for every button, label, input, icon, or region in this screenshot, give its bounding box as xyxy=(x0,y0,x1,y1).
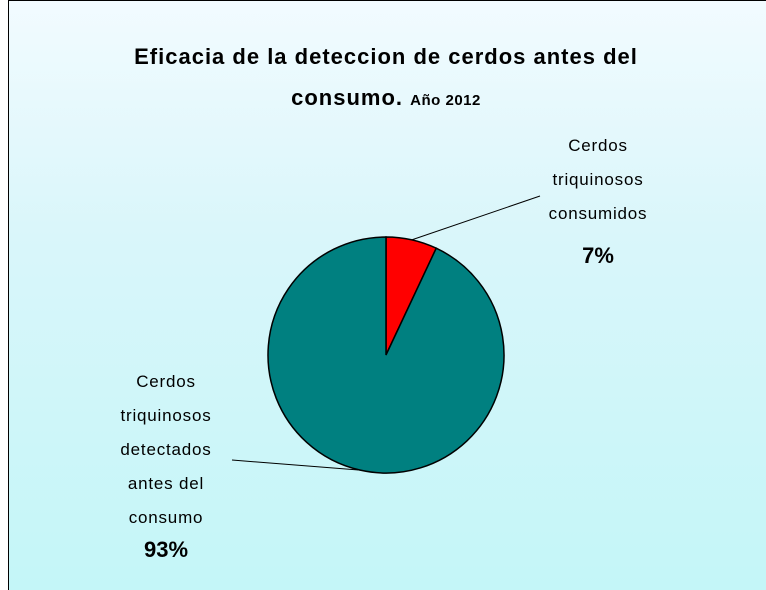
slice-value-label: 7% xyxy=(582,243,614,268)
leader-line xyxy=(231,459,361,471)
chart-title: Eficacia de la deteccion de cerdos antes… xyxy=(134,44,638,110)
slice-label: Cerdos triquinosos detectados antes del … xyxy=(120,372,212,527)
slice-value-label: 93% xyxy=(143,537,189,562)
leader-line xyxy=(411,195,541,241)
pie-slice xyxy=(267,236,505,474)
chart-title-block: Eficacia de la deteccion de cerdos antes… xyxy=(100,36,672,121)
chart-subtitle: Año 2012 xyxy=(410,92,481,109)
slice-label: Cerdos triquinosos consumidos xyxy=(548,136,648,223)
